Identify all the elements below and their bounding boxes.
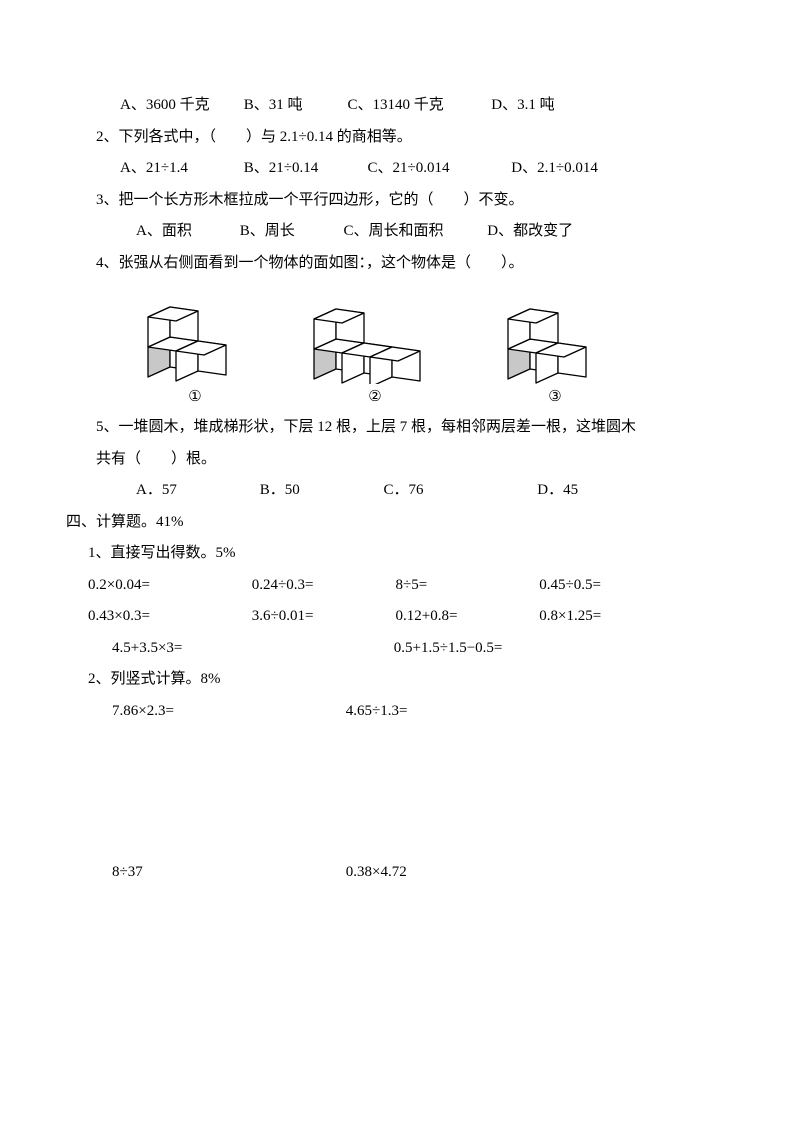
calc1-r1a: 0.2×0.04= [88, 570, 248, 602]
calc1-row2: 0.43×0.3= 3.6÷0.01= 0.12+0.8= 0.8×1.25= [60, 601, 720, 633]
q2-optC: C、21÷0.014 [368, 153, 508, 185]
q1-optC: C、13140 千克 [348, 90, 488, 122]
calc1-row1: 0.2×0.04= 0.24÷0.3= 8÷5= 0.45÷0.5= [60, 570, 720, 602]
cube-group-3-icon [500, 289, 610, 384]
q3-stem: 3、把一个长方形木框拉成一个平行四边形，它的（ ）不变。 [60, 185, 720, 217]
calc2-heading: 2、列竖式计算。8% [60, 664, 720, 696]
workspace-gap-1 [60, 727, 720, 857]
figure-2: ② [310, 289, 440, 406]
q4-figures: ① [60, 279, 720, 412]
q4-stem: 4、张强从右侧面看到一个物体的面如图：，这个物体是（ ）。 [60, 248, 720, 280]
calc1-r1c: 8÷5= [396, 570, 536, 602]
q5-options: A．57 B．50 C．76 D．45 [60, 475, 720, 507]
calc2-r1a: 7.86×2.3= [112, 696, 342, 728]
calc1-r3a: 4.5+3.5×3= [112, 633, 390, 665]
figure-1-label: ① [140, 388, 250, 406]
q2-stem: 2、下列各式中，（ ）与 2.1÷0.14 的商相等。 [60, 122, 720, 154]
calc2-row1: 7.86×2.3= 4.65÷1.3= [60, 696, 720, 728]
figure-1: ① [140, 289, 250, 406]
calc2-row2: 8÷37 0.38×4.72 [60, 857, 720, 889]
q3-optA: A、面积 [136, 216, 236, 248]
calc1-r2d: 0.8×1.25= [539, 601, 601, 633]
q5-stem-line2: 共有（ ）根。 [60, 444, 720, 476]
q5-optC: C．76 [384, 475, 534, 507]
figure-3-label: ③ [500, 388, 610, 406]
q1-options: A、3600 千克 B、31 吨 C、13140 千克 D、3.1 吨 [60, 90, 720, 122]
calc1-row3: 4.5+3.5×3= 0.5+1.5÷1.5−0.5= [60, 633, 720, 665]
q2-optB: B、21÷0.14 [244, 153, 364, 185]
calc2-r2a: 8÷37 [112, 857, 342, 889]
q3-optD: D、都改变了 [487, 216, 573, 248]
q2-optA: A、21÷1.4 [120, 153, 240, 185]
figure-2-label: ② [310, 388, 440, 406]
q1-optB: B、31 吨 [244, 90, 344, 122]
calc1-r2c: 0.12+0.8= [396, 601, 536, 633]
q2-options: A、21÷1.4 B、21÷0.14 C、21÷0.014 D、2.1÷0.01… [60, 153, 720, 185]
q5-optA: A．57 [136, 475, 256, 507]
figure-3: ③ [500, 289, 610, 406]
calc2-r2b: 0.38×4.72 [346, 857, 407, 889]
section-4-heading: 四、计算题。41% [60, 507, 720, 539]
q3-optC: C、周长和面积 [344, 216, 484, 248]
calc2-r1b: 4.65÷1.3= [346, 696, 408, 728]
q3-options: A、面积 B、周长 C、周长和面积 D、都改变了 [60, 216, 720, 248]
calc1-heading: 1、直接写出得数。5% [60, 538, 720, 570]
cube-group-1-icon [140, 289, 250, 384]
calc1-r2b: 3.6÷0.01= [252, 601, 392, 633]
page: A、3600 千克 B、31 吨 C、13140 千克 D、3.1 吨 2、下列… [0, 0, 800, 929]
q5-optB: B．50 [260, 475, 380, 507]
calc1-r1b: 0.24÷0.3= [252, 570, 392, 602]
q5-stem-line1: 5、一堆圆木，堆成梯形状，下层 12 根，上层 7 根，每相邻两层差一根，这堆圆… [60, 412, 720, 444]
q2-optD: D、2.1÷0.014 [511, 153, 598, 185]
q3-optB: B、周长 [240, 216, 340, 248]
calc1-r1d: 0.45÷0.5= [539, 570, 601, 602]
calc1-r3b: 0.5+1.5÷1.5−0.5= [394, 633, 503, 665]
q1-optA: A、3600 千克 [120, 90, 240, 122]
q1-optD: D、3.1 吨 [491, 90, 554, 122]
q5-optD: D．45 [537, 475, 578, 507]
calc1-r2a: 0.43×0.3= [88, 601, 248, 633]
cube-group-2-icon [310, 289, 440, 384]
